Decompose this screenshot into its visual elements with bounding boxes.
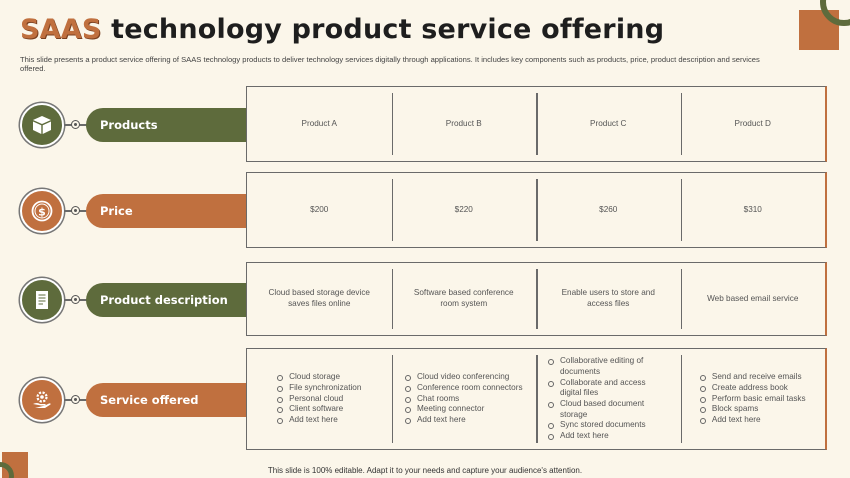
row-label-products: Products <box>86 108 254 142</box>
list-item: Add text here <box>404 415 523 426</box>
decor-ring-bottom-left <box>0 462 14 478</box>
hand-gear-icon <box>20 378 64 422</box>
table-cell: Product B <box>391 87 537 161</box>
row-label-service-offered: Service offered <box>86 383 254 417</box>
list-item: Add text here <box>277 415 361 426</box>
row-label-price: Price <box>86 194 254 228</box>
list-item: Perform basic email tasks <box>699 394 806 405</box>
table-cell: Collaborative editing of documents Colla… <box>536 349 681 449</box>
products-table: Product A Product B Product C Product D <box>246 86 827 162</box>
list-item: Add text here <box>548 431 669 442</box>
list-item: Sync stored documents <box>548 420 669 431</box>
price-table: $200 $220 $260 $310 <box>246 172 827 248</box>
list-item: Collaborate and access digital files <box>548 378 669 399</box>
list-item: Conference room connectors <box>404 383 523 394</box>
list-item: Personal cloud <box>277 394 361 405</box>
table-cell: $310 <box>680 173 826 247</box>
decor-ring-top-right <box>820 0 850 26</box>
list-item: Client software <box>277 404 361 415</box>
table-cell: Product A <box>301 118 338 128</box>
title-accent: SAAS <box>20 14 102 45</box>
box-icon <box>20 103 64 147</box>
list-item: Block spams <box>699 404 806 415</box>
document-icon <box>20 278 64 322</box>
list-item: Send and receive emails <box>699 372 806 383</box>
title-rest: technology product service offering <box>101 14 665 45</box>
list-item: Meeting connector <box>404 404 523 415</box>
description-table: Cloud based storage device saves files o… <box>246 262 827 336</box>
table-cell: Product D <box>680 87 826 161</box>
list-item: File synchronization <box>277 383 361 394</box>
table-cell: $200 <box>310 204 329 214</box>
svg-text:$: $ <box>38 205 46 218</box>
slide-footer: This slide is 100% editable. Adapt it to… <box>267 466 583 475</box>
row-label-product-description: Product description <box>86 283 254 317</box>
services-table: Cloud storage File synchronization Perso… <box>246 348 827 450</box>
list-item: Cloud storage <box>277 372 361 383</box>
list-item: Collaborative editing of documents <box>548 356 669 377</box>
table-cell: Web based email service <box>680 263 826 335</box>
dollar-coin-icon: $ <box>20 189 64 233</box>
table-cell: Cloud based storage device saves files o… <box>268 288 370 308</box>
table-cell: Cloud video conferencing Conference room… <box>391 349 537 449</box>
service-list: Cloud video conferencing Conference room… <box>404 372 523 426</box>
service-list: Send and receive emails Create address b… <box>699 372 806 426</box>
list-item: Chat rooms <box>404 394 523 405</box>
service-list: Collaborative editing of documents Colla… <box>548 356 669 441</box>
list-item: Cloud based document storage <box>548 399 669 420</box>
table-cell: Software based conference room system <box>391 263 537 335</box>
table-cell: Cloud storage File synchronization Perso… <box>247 349 392 449</box>
slide-subtitle: This slide presents a product service of… <box>20 55 760 74</box>
table-cell: $260 <box>536 173 681 247</box>
list-item: Add text here <box>699 415 806 426</box>
service-list: Cloud storage File synchronization Perso… <box>277 372 361 425</box>
table-cell: $220 <box>391 173 537 247</box>
table-cell: Product C <box>536 87 681 161</box>
list-item: Cloud video conferencing <box>404 372 523 383</box>
slide-title: SAAS technology product service offering <box>20 14 664 45</box>
list-item: Create address book <box>699 383 806 394</box>
table-cell: Enable users to store and access files <box>536 263 681 335</box>
table-cell: Send and receive emails Create address b… <box>680 349 826 449</box>
